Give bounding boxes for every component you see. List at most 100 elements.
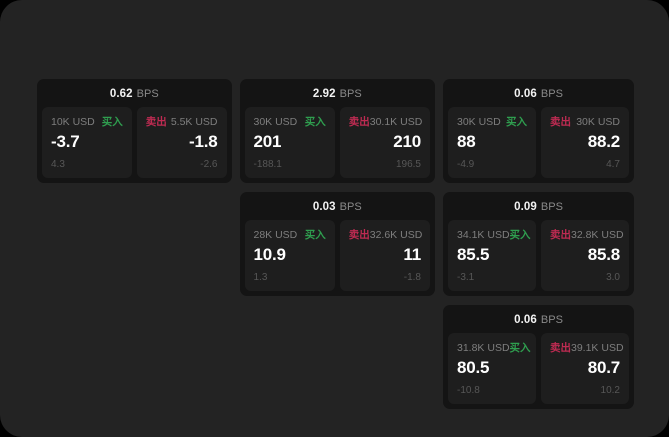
bps-value: 0.06 — [514, 313, 537, 326]
sell-delta: 10.2 — [600, 385, 620, 396]
sell-panel-header: 卖出 30K USD — [550, 115, 620, 129]
quote-column-2: 2.92 BPS 30K USD 买入 201 -188.1 卖出 — [239, 79, 435, 296]
sell-price: -1.8 — [189, 132, 218, 151]
card-body: 28K USD 买入 10.9 1.3 卖出 32.6K USD 11 -1.8 — [244, 220, 430, 291]
buy-price: 88 — [457, 132, 476, 151]
quote-card[interactable]: 0.06 BPS 30K USD 买入 88 -4.9 卖出 — [443, 79, 634, 183]
sell-price: 80.7 — [587, 358, 620, 377]
bps-unit-label: BPS — [540, 313, 563, 326]
card-body: 30K USD 买入 88 -4.9 卖出 30K USD 88.2 4.7 — [448, 107, 629, 178]
buy-panel-header: 28K USD 买入 — [253, 228, 326, 242]
quote-card[interactable]: 2.92 BPS 30K USD 买入 201 -188.1 卖出 — [239, 79, 435, 183]
sell-delta: -2.6 — [200, 159, 218, 170]
buy-price: 201 — [253, 132, 282, 151]
bps-value: 0.09 — [514, 200, 537, 213]
sell-size-label: 30K USD — [576, 115, 620, 128]
buy-size-label: 31.8K USD — [457, 341, 510, 354]
sell-tag: 卖出 — [348, 229, 370, 241]
buy-tag: 买入 — [101, 116, 123, 128]
card-body: 30K USD 买入 201 -188.1 卖出 30.1K USD 210 1… — [244, 107, 430, 178]
sell-panel[interactable]: 卖出 30K USD 88.2 4.7 — [541, 107, 629, 178]
card-header: 0.09 BPS — [448, 198, 629, 215]
card-header: 0.03 BPS — [245, 198, 431, 215]
bps-unit-label: BPS — [339, 200, 362, 213]
sell-panel[interactable]: 卖出 30.1K USD 210 196.5 — [339, 107, 430, 178]
sell-delta: -1.8 — [403, 272, 421, 283]
buy-panel[interactable]: 10K USD 买入 -3.7 4.3 — [42, 107, 132, 178]
sell-panel-header: 卖出 5.5K USD — [145, 115, 218, 129]
buy-delta: -188.1 — [253, 159, 282, 170]
buy-panel-header: 30K USD 买入 — [457, 115, 527, 129]
sell-tag: 卖出 — [550, 116, 571, 128]
sell-delta: 3.0 — [606, 272, 620, 283]
buy-delta: -4.9 — [457, 159, 475, 170]
buy-delta: 1.3 — [253, 272, 268, 283]
card-body: 10K USD 买入 -3.7 4.3 卖出 5.5K USD -1.8 -2.… — [42, 107, 227, 178]
buy-delta: -10.8 — [457, 385, 480, 396]
buy-panel[interactable]: 30K USD 买入 201 -188.1 — [244, 107, 335, 178]
sell-size-label: 32.8K USD — [571, 228, 624, 241]
bps-unit-label: BPS — [540, 87, 563, 100]
quote-board: 0.62 BPS 10K USD 买入 -3.7 4.3 卖出 — [37, 79, 634, 409]
bps-unit-label: BPS — [136, 87, 159, 100]
buy-price: 80.5 — [457, 358, 490, 377]
card-body: 31.8K USD 买入 80.5 -10.8 卖出 39.1K USD 80.… — [448, 333, 629, 404]
sell-tag: 卖出 — [550, 342, 571, 354]
buy-size-label: 30K USD — [457, 115, 501, 128]
card-header: 0.06 BPS — [448, 311, 629, 328]
sell-panel[interactable]: 卖出 5.5K USD -1.8 -2.6 — [136, 107, 227, 178]
buy-panel[interactable]: 34.1K USD 买入 85.5 -3.1 — [448, 220, 536, 291]
sell-price: 11 — [403, 245, 421, 264]
sell-price: 210 — [393, 132, 421, 151]
sell-size-label: 32.6K USD — [369, 228, 423, 241]
buy-tag: 买入 — [506, 116, 527, 128]
sell-delta: 196.5 — [395, 159, 421, 170]
sell-tag: 卖出 — [348, 116, 370, 128]
sell-size-label: 39.1K USD — [571, 341, 624, 354]
buy-delta: 4.3 — [51, 159, 65, 170]
bps-value: 0.06 — [514, 87, 537, 100]
buy-panel-header: 34.1K USD 买入 — [457, 228, 531, 242]
sell-tag: 卖出 — [145, 116, 167, 128]
buy-price: 10.9 — [253, 245, 286, 264]
bps-value: 0.62 — [109, 87, 133, 100]
buy-size-label: 28K USD — [253, 228, 298, 241]
sell-price: 85.8 — [587, 245, 620, 264]
card-body: 34.1K USD 买入 85.5 -3.1 卖出 32.8K USD 85.8… — [448, 220, 629, 291]
sell-panel[interactable]: 卖出 32.6K USD 11 -1.8 — [339, 220, 430, 291]
card-header: 2.92 BPS — [245, 85, 431, 102]
quote-column-1: 0.62 BPS 10K USD 买入 -3.7 4.3 卖出 — [37, 79, 232, 183]
sell-panel-header: 卖出 30.1K USD — [348, 115, 423, 129]
sell-size-label: 30.1K USD — [369, 115, 423, 128]
quote-column-3: 0.06 BPS 30K USD 买入 88 -4.9 卖出 — [443, 79, 634, 409]
buy-delta: -3.1 — [457, 272, 475, 283]
sell-price: 88.2 — [587, 132, 620, 151]
quote-card[interactable]: 0.09 BPS 34.1K USD 买入 85.5 -3.1 卖出 — [443, 192, 634, 296]
quote-card[interactable]: 0.06 BPS 31.8K USD 买入 80.5 -10.8 卖 — [443, 305, 634, 409]
sell-tag: 卖出 — [550, 229, 571, 241]
buy-panel[interactable]: 30K USD 买入 88 -4.9 — [448, 107, 536, 178]
buy-tag: 买入 — [509, 342, 531, 354]
buy-tag: 买入 — [304, 229, 326, 241]
quote-card[interactable]: 0.62 BPS 10K USD 买入 -3.7 4.3 卖出 — [37, 79, 232, 183]
bps-value: 2.92 — [312, 87, 336, 100]
sell-panel[interactable]: 卖出 39.1K USD 80.7 10.2 — [541, 333, 629, 404]
buy-size-label: 10K USD — [51, 115, 95, 128]
buy-size-label: 30K USD — [253, 115, 298, 128]
buy-panel[interactable]: 28K USD 买入 10.9 1.3 — [244, 220, 335, 291]
sell-panel-header: 卖出 39.1K USD — [550, 341, 624, 355]
sell-panel-header: 卖出 32.8K USD — [550, 228, 624, 242]
buy-price: 85.5 — [457, 245, 490, 264]
bps-value: 0.03 — [312, 200, 336, 213]
buy-panel-header: 31.8K USD 买入 — [457, 341, 531, 355]
buy-size-label: 34.1K USD — [457, 228, 510, 241]
buy-price: -3.7 — [51, 132, 80, 151]
buy-tag: 买入 — [304, 116, 326, 128]
sell-panel[interactable]: 卖出 32.8K USD 85.8 3.0 — [541, 220, 629, 291]
buy-panel[interactable]: 31.8K USD 买入 80.5 -10.8 — [448, 333, 536, 404]
bps-unit-label: BPS — [339, 87, 362, 100]
sell-panel-header: 卖出 32.6K USD — [348, 228, 423, 242]
quote-card[interactable]: 0.03 BPS 28K USD 买入 10.9 1.3 卖出 — [239, 192, 435, 296]
sell-delta: 4.7 — [606, 159, 620, 170]
